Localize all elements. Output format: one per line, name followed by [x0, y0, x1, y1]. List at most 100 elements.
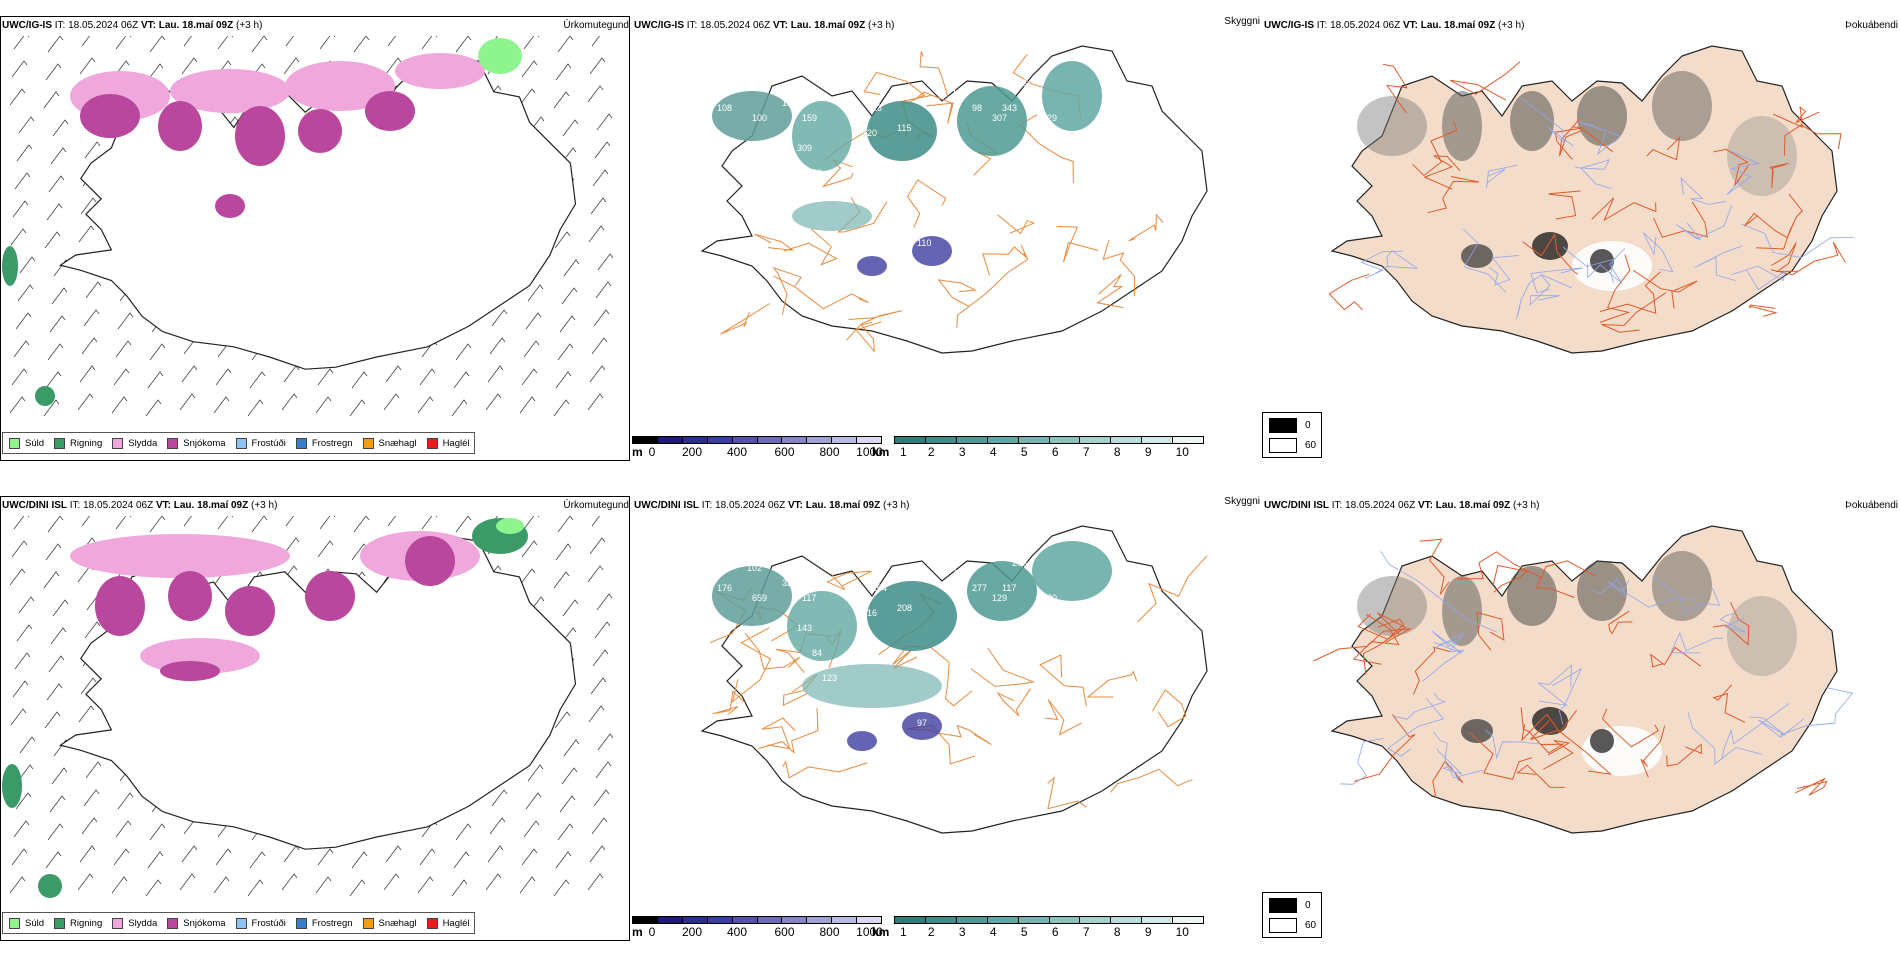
wind-barb [319, 516, 336, 530]
vt-label: VT: [140, 20, 156, 31]
panel-title: UWC/DINI ISL IT: 18.05.2024 06Z VT: Lau.… [1264, 500, 1539, 511]
river-line [1670, 632, 1724, 654]
wind-barb [43, 571, 60, 589]
wind-barb [554, 231, 571, 249]
colorbar-swatches [894, 436, 1204, 444]
river-line [1721, 703, 1790, 760]
wind-barb [591, 337, 608, 355]
wind-barb [9, 396, 26, 414]
road-line [1456, 551, 1543, 580]
road-network [1313, 538, 1828, 799]
precip-type-legend: Súld Rigning Slydda Snjókoma Frostúði Fr… [2, 912, 475, 934]
wind-barb [521, 848, 538, 866]
it-label: IT: [686, 20, 698, 31]
wind-barb [349, 879, 366, 897]
colorbar-tick: 9 [1144, 445, 1152, 459]
river-line [1485, 729, 1541, 760]
colorbar-unit: km [872, 925, 890, 939]
cloud-visibility-map: 103 102 176 659 323 117 143 84 123 109 104 216 208 32… [700, 525, 1208, 834]
wind-barb [589, 57, 606, 75]
precip-panel-label: Úrkomutegund [563, 20, 629, 31]
road-line [970, 647, 1036, 687]
wind-barb [597, 253, 614, 271]
wind-barb [595, 281, 612, 299]
wind-barb [9, 876, 26, 894]
wind-barb [113, 368, 130, 386]
wind-barb [523, 516, 540, 530]
fog-legend-label: 0 [1305, 900, 1311, 911]
wind-barb [554, 711, 571, 729]
river-line [1380, 551, 1498, 633]
fog-index-map [1313, 525, 1854, 834]
wind-barb [592, 169, 609, 187]
vt-value: Lau. 18.maí 09Z [1420, 20, 1496, 31]
cloud-base-label: 98 [972, 103, 982, 113]
cloud-base-label: 97 [917, 718, 927, 728]
fog-legend-swatch [1269, 438, 1297, 453]
colorbar-tick: 6 [1051, 925, 1059, 939]
fog-legend-item: 60 [1269, 438, 1316, 453]
legend-item-sud: Súld [9, 437, 44, 449]
wind-barb [12, 200, 29, 218]
road-line [1632, 269, 1698, 309]
fog-panel-label: Þokuábendi [1845, 20, 1898, 31]
cloud-visibility-panel: UWC/DINI ISL IT: 18.05.2024 06Z VT: Lau.… [632, 480, 1262, 960]
legend-item-frostregn: Frostregn [295, 437, 353, 449]
it-label: IT: [701, 500, 713, 511]
vt-value: Lau. 18.maí 09Z [790, 20, 866, 31]
legend-swatch [54, 917, 66, 929]
wind-barb [419, 848, 436, 866]
wind-barb [557, 516, 574, 533]
cloud-base-label: 307 [992, 113, 1007, 123]
road-line [1047, 776, 1087, 810]
road-line [996, 688, 1032, 717]
wind-barb [387, 516, 396, 527]
wind-barb [561, 287, 578, 305]
wind-barb [9, 568, 26, 586]
legend-swatch [112, 917, 124, 929]
precip-areas [2, 38, 522, 406]
wind-barb [77, 393, 94, 411]
road-line [1128, 213, 1164, 242]
legend-label: Haglél [442, 437, 470, 449]
wind-barb [527, 764, 544, 782]
lead-time: (+3 h) [1513, 500, 1540, 511]
cloud-base-labels: 145 21 108 100 130 159 309 78 27 207 23 120 115 107 98… [717, 68, 1057, 258]
vt-label: VT: [772, 20, 788, 31]
road-line [1712, 684, 1746, 723]
river-line [1387, 697, 1444, 757]
road-line [1522, 233, 1579, 275]
wind-barb [43, 399, 60, 417]
cloud-base-label: 323 [1012, 78, 1027, 88]
legend-swatch [295, 917, 307, 929]
wind-barb [81, 516, 90, 527]
fog-legend: 0 60 [1262, 892, 1322, 938]
cloud-base-label: 123 [822, 673, 837, 683]
cloud-base-label: 207 [862, 233, 877, 243]
wind-barb [557, 343, 574, 361]
colorbar-swatches [632, 436, 882, 444]
road-line [1795, 778, 1828, 796]
wind-barb [562, 119, 579, 137]
road-line [783, 228, 838, 266]
cloud-base-label: 100 [752, 113, 767, 123]
colorbar-unit: km [872, 445, 890, 459]
wind-barb [285, 36, 294, 47]
wind-barb [593, 309, 610, 327]
wind-barb [455, 343, 472, 361]
wind-barb [15, 792, 32, 810]
wind-barb [596, 113, 613, 131]
wind-barb [251, 516, 268, 533]
colorbar-tick: 7 [1082, 445, 1090, 459]
wind-barb [217, 516, 234, 530]
wind-barb [353, 516, 370, 533]
vt-value: Lau. 18.maí 09Z [805, 500, 881, 511]
wind-barb [451, 879, 468, 897]
wind-barb [283, 537, 300, 555]
wind-barb [179, 393, 196, 411]
wind-barb [249, 851, 266, 869]
river-line [1578, 122, 1621, 156]
road-line [1492, 564, 1528, 593]
precip-map-frame [0, 16, 630, 461]
model-name: UWC/DINI ISL [1264, 500, 1329, 511]
